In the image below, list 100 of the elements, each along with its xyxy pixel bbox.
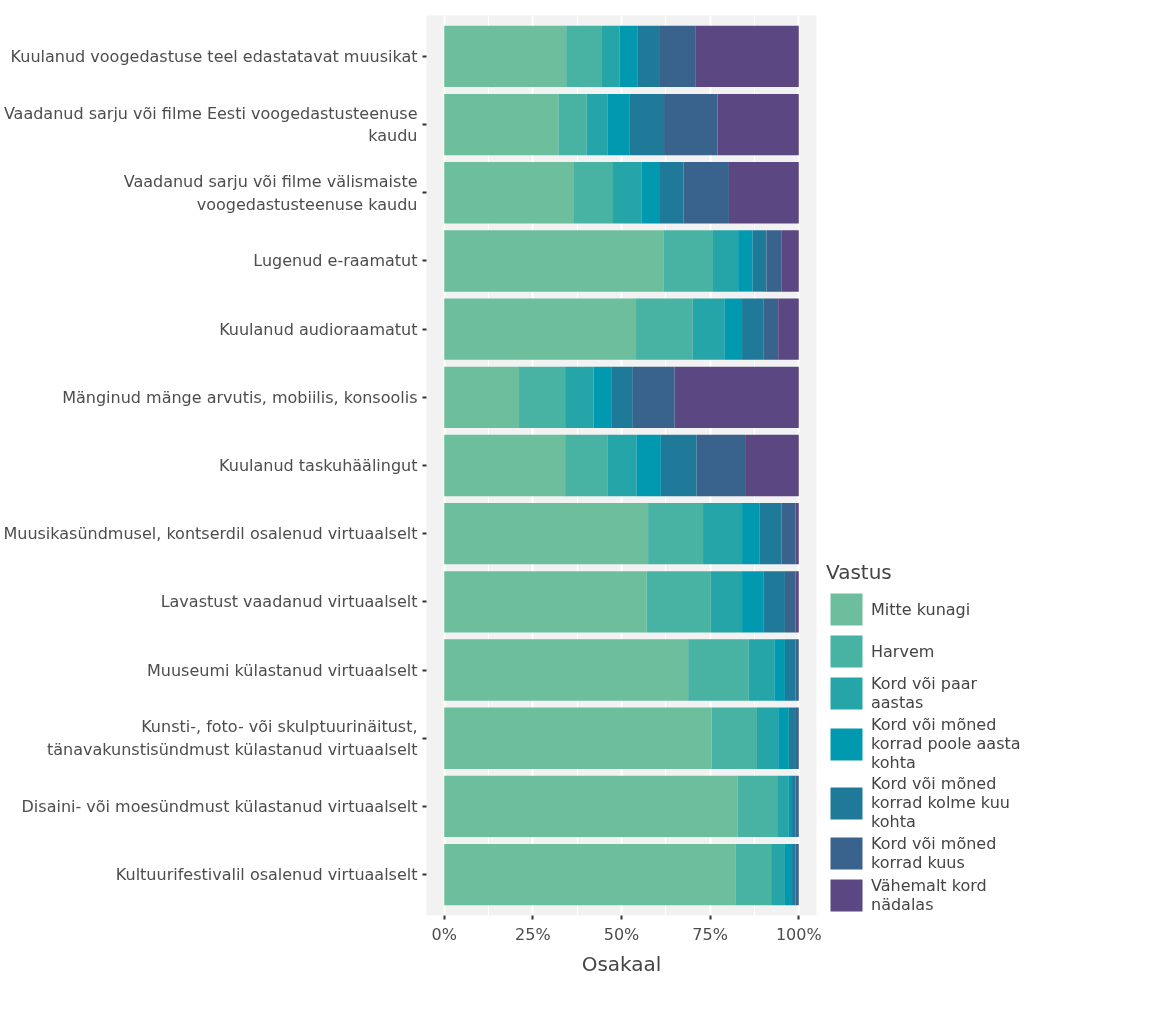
- bar: [444, 366, 520, 428]
- bar: [795, 503, 799, 565]
- bar: [778, 298, 799, 360]
- bar: [558, 93, 587, 156]
- bar: [444, 162, 574, 224]
- bar: [593, 366, 612, 428]
- x-tick-label: 75%: [692, 924, 728, 944]
- legend-title: Vastus: [826, 560, 893, 584]
- bar: [717, 93, 799, 156]
- bar: [737, 775, 778, 838]
- bar: [586, 93, 608, 156]
- bar: [659, 25, 696, 88]
- bar: [745, 434, 799, 497]
- bar: [444, 434, 566, 497]
- bar: [771, 843, 785, 906]
- bar: [695, 25, 799, 88]
- y-tick-label: Kuulanud voogedastuse teel edastatavat muusikat: [10, 46, 418, 66]
- bar: [674, 366, 799, 428]
- bar: [763, 298, 779, 360]
- bar: [742, 571, 764, 633]
- bar: [742, 503, 760, 565]
- bar: [759, 503, 782, 565]
- bar: [444, 230, 664, 292]
- y-tick-label: Disaini- või moesündmust külastanud virtuaalselt: [21, 796, 418, 816]
- bar: [607, 434, 637, 497]
- bar: [444, 707, 712, 769]
- bar: [735, 843, 772, 906]
- x-axis-title: Osakaal: [581, 951, 662, 976]
- x-tick-label: 100%: [775, 924, 822, 944]
- bar: [637, 25, 660, 88]
- bar: [683, 162, 729, 224]
- y-tick-label: Vaadanud sarju või filme välismaiste voogedastusteenuse kaudu: [123, 171, 418, 214]
- bar: [692, 298, 725, 360]
- bar: [778, 707, 789, 769]
- bar: [632, 366, 675, 428]
- y-tick-label: Kunsti-, foto- või skulptuurinäitust, tänavakunstisündmust külastanud virtuaalselt: [46, 717, 418, 760]
- bar: [573, 162, 613, 224]
- bar: [748, 639, 775, 701]
- bar: [612, 162, 642, 224]
- bar: [607, 93, 630, 156]
- bar: [777, 775, 789, 838]
- bar: [444, 298, 637, 360]
- bar: [519, 366, 566, 428]
- legend-label: Kord või mõned korrad kuus: [871, 833, 998, 873]
- legend-label: Mitte kunagi: [871, 598, 972, 621]
- legend-label: Kord või mõned korrad kolme kuu kohta: [871, 774, 1011, 831]
- bar: [565, 434, 608, 497]
- bar: [659, 162, 684, 224]
- x-tick-label: 25%: [515, 924, 551, 944]
- bar: [781, 503, 796, 565]
- bar: [566, 25, 602, 88]
- bar: [636, 298, 693, 360]
- bar: [444, 25, 567, 88]
- bar: [784, 639, 796, 701]
- bar: [756, 707, 779, 769]
- bar: [444, 93, 559, 156]
- bar: [781, 230, 799, 292]
- bar: [444, 775, 738, 838]
- y-tick-label: Lavastust vaadanud virtuaalselt: [160, 592, 418, 612]
- legend-label: Kord või mõned korrad poole aasta kohta: [871, 715, 1022, 772]
- bar: [688, 639, 749, 701]
- bar: [763, 571, 785, 633]
- bar: [784, 571, 796, 633]
- y-tick-label: Mänginud mänge arvutis, mobiilis, konsoolis: [62, 387, 418, 407]
- bar: [788, 775, 793, 838]
- legend-label: Kord või paar aastas: [871, 673, 979, 713]
- bar: [738, 230, 753, 292]
- bar: [641, 162, 660, 224]
- bar: [444, 571, 647, 633]
- y-tick-label: Lugenud e-raamatut: [253, 251, 418, 271]
- legend-label: Vähemalt kord nädalas: [871, 875, 988, 915]
- bar: [728, 162, 799, 224]
- bar: [788, 707, 796, 769]
- bar: [784, 843, 793, 906]
- bar: [742, 298, 764, 360]
- x-tick-label: 50%: [603, 924, 640, 944]
- bar: [660, 434, 697, 497]
- bar: [646, 571, 711, 633]
- bar: [663, 230, 713, 292]
- y-tick-label: Kuulanud taskuhäälingut: [219, 456, 418, 475]
- bar: [636, 434, 661, 497]
- bar: [611, 366, 633, 428]
- bar: [444, 639, 689, 701]
- bar: [795, 639, 799, 701]
- bar: [766, 230, 782, 292]
- bar: [774, 639, 785, 701]
- bar: [444, 843, 736, 906]
- bar: [711, 707, 757, 769]
- bar: [565, 366, 594, 428]
- bar: [712, 230, 739, 292]
- y-tick-label: Vaadanud sarju või filme Eesti voogedastusteenuse kaudu: [3, 103, 418, 146]
- bar: [752, 230, 767, 292]
- bar: [444, 503, 649, 565]
- bar: [703, 503, 743, 565]
- y-tick-label: Muusikasündmusel, kontserdil osalenud virtuaalselt: [3, 524, 418, 544]
- bar: [629, 93, 665, 156]
- bar: [710, 571, 743, 633]
- bar: [795, 707, 799, 769]
- x-tick-label: 0%: [431, 924, 457, 944]
- bar: [696, 434, 746, 497]
